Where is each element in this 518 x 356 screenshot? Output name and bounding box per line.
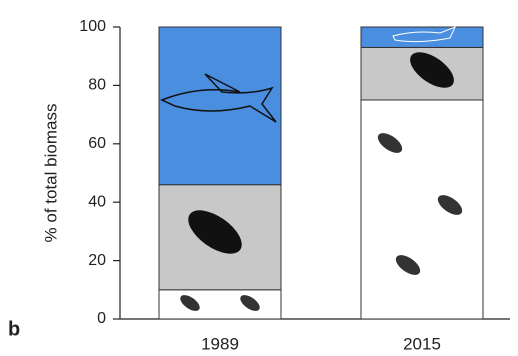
fish-body [395,255,421,275]
shark-icon [160,73,277,123]
fish-body [188,210,242,254]
y-tick-label: 60 [88,135,106,152]
y-tick-label: 20 [88,252,106,269]
fish-icon [240,295,260,311]
x-tick-label: 1989 [201,334,239,353]
fish-body [377,133,403,153]
fish-body [437,195,463,215]
panel-label: b [8,318,20,340]
x-tick-label: 2015 [403,334,441,353]
y-tick-label: 80 [88,77,106,94]
bar-segment [158,26,282,186]
shark-icon [392,26,456,43]
bar-segment [158,289,282,320]
fish-icon [188,210,242,254]
fish-icon [180,295,200,311]
fish-body [240,295,260,311]
fish-icon [377,133,403,153]
fish-body [180,295,200,311]
y-tick-label: 0 [97,310,106,327]
y-tick-label: 100 [79,18,106,35]
fish-body [410,52,454,88]
bar-segment [360,99,484,320]
fish-icon [395,255,421,275]
fish-icon [437,195,463,215]
bar-segment [360,26,484,48]
y-tick-label: 40 [88,193,106,210]
fish-icon [410,52,454,88]
y-axis-title: % of total biomass [41,104,60,243]
